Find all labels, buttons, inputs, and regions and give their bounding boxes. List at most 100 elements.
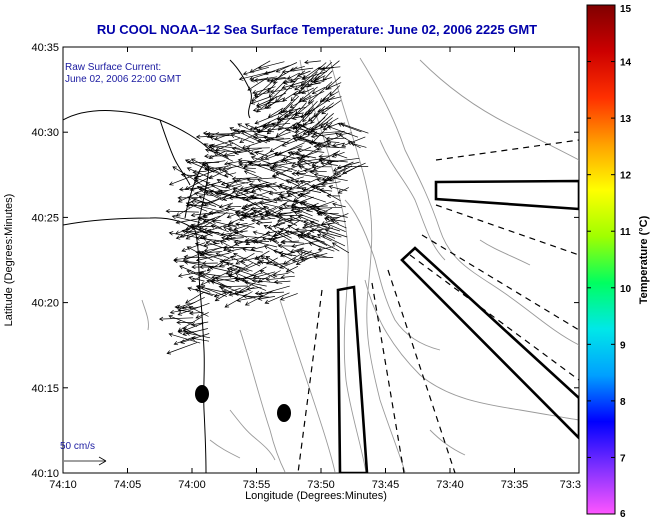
current-vector [340,122,369,134]
current-vector [266,100,285,106]
current-vector [175,200,203,217]
current-vector [298,201,328,213]
lane-dash-line [421,234,579,331]
current-vector [231,176,258,181]
current-vector [287,224,311,239]
current-vector [263,135,290,144]
current-vector [246,177,277,182]
current-vector [332,202,346,208]
current-vector [257,178,286,189]
current-vector [257,296,276,301]
current-vector [273,279,291,285]
current-vector [291,240,319,249]
current-vector [223,160,241,166]
current-vector [185,227,208,240]
annotation-line-1: Raw Surface Current: [65,62,161,73]
current-vector [272,272,289,278]
current-vector [218,202,234,209]
current-vector [179,265,206,278]
current-vector [220,286,239,296]
current-vector [242,293,270,299]
current-vector [257,61,285,70]
current-vector [166,342,198,355]
current-vector [214,191,244,199]
current-vector [205,181,224,192]
current-vector [259,259,277,267]
current-vector [325,96,342,102]
current-vector [254,111,284,125]
current-vector [181,242,206,253]
current-vector [304,60,321,65]
current-vector [290,206,313,217]
colorbar-tick-label: 8 [620,397,626,408]
current-vector [317,66,341,71]
current-vector [293,211,320,222]
current-vector [294,121,307,134]
current-vector [265,131,291,142]
current-vector [324,217,347,229]
current-vector [209,136,233,147]
colorbar-tick-label: 11 [620,227,631,238]
current-vector [187,195,217,207]
current-vector [300,101,318,119]
current-vector [177,308,194,313]
contour-line [344,199,441,351]
current-vector [204,153,235,159]
current-vector [278,212,304,218]
current-vector [186,167,209,178]
current-vector [257,270,281,283]
current-vector [205,240,234,252]
current-vector [217,189,250,202]
current-vector [216,178,242,192]
current-vector [201,261,218,266]
colorbar-tick-label: 9 [620,340,626,351]
contour-line [479,239,531,266]
current-vector [190,336,210,342]
current-vector [252,107,271,113]
current-vector [322,70,333,82]
current-vector [200,285,228,297]
y-tick-label: 40:35 [31,42,59,54]
current-vector [186,201,220,212]
current-vector [254,150,268,157]
colorbar-tick-label: 15 [620,4,632,15]
current-vector [190,223,222,237]
current-vector [300,187,322,193]
colorbar-ticks: 6 7 8 9 10 11 12 13 14 15 [587,4,632,519]
current-vector [227,162,256,173]
current-vector [331,151,345,158]
current-vector [293,137,326,147]
current-vector [292,124,319,137]
current-vector [190,199,213,205]
contour-line [239,329,286,473]
current-vector [324,228,348,238]
current-vector [282,250,307,265]
current-vector [244,189,270,199]
current-vector [336,161,360,170]
annotation-line-2: June 02, 2006 22:00 GMT [65,74,181,85]
shipping-lane-dashes [297,139,579,473]
current-vector [228,290,248,297]
current-vector [250,155,271,164]
current-vector [255,220,273,226]
current-vector [176,320,194,325]
y-tick-label: 40:15 [31,383,59,395]
current-vector [214,276,235,283]
current-vector [320,66,334,71]
current-vector [169,306,201,315]
current-vector [265,184,277,192]
current-vector [302,125,327,136]
current-vector [183,260,212,267]
current-vector [188,306,209,317]
current-vector [229,127,261,143]
current-vector [310,122,327,131]
current-vector [165,208,199,214]
current-vector [211,274,235,280]
current-vector [251,239,278,248]
current-vector [259,201,284,209]
x-tick-label: 73:55 [243,479,271,491]
current-vector [328,184,348,192]
current-vector [318,157,348,163]
current-vector [201,160,226,166]
